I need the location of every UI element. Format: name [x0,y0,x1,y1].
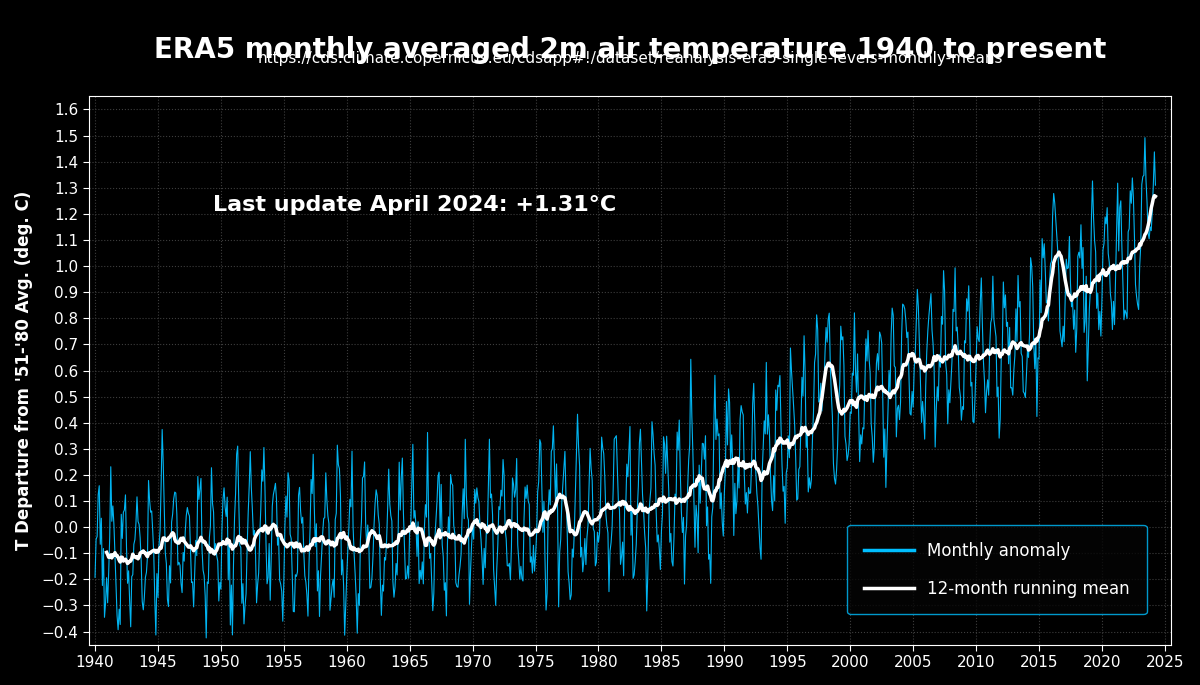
Legend: Monthly anomaly, 12-month running mean: Monthly anomaly, 12-month running mean [847,525,1146,614]
Text: https://cds.climate.copernicus.eu/cdsapp#!/dataset/reanalysis-era5-single-levels: https://cds.climate.copernicus.eu/cdsapp… [257,51,1003,66]
Y-axis label: T Departure from '51-'80 Avg. (deg. C): T Departure from '51-'80 Avg. (deg. C) [14,191,32,550]
Text: Last update April 2024: +1.31°C: Last update April 2024: +1.31°C [214,195,617,215]
Title: ERA5 monthly averaged 2m air temperature 1940 to present: ERA5 monthly averaged 2m air temperature… [154,36,1106,64]
